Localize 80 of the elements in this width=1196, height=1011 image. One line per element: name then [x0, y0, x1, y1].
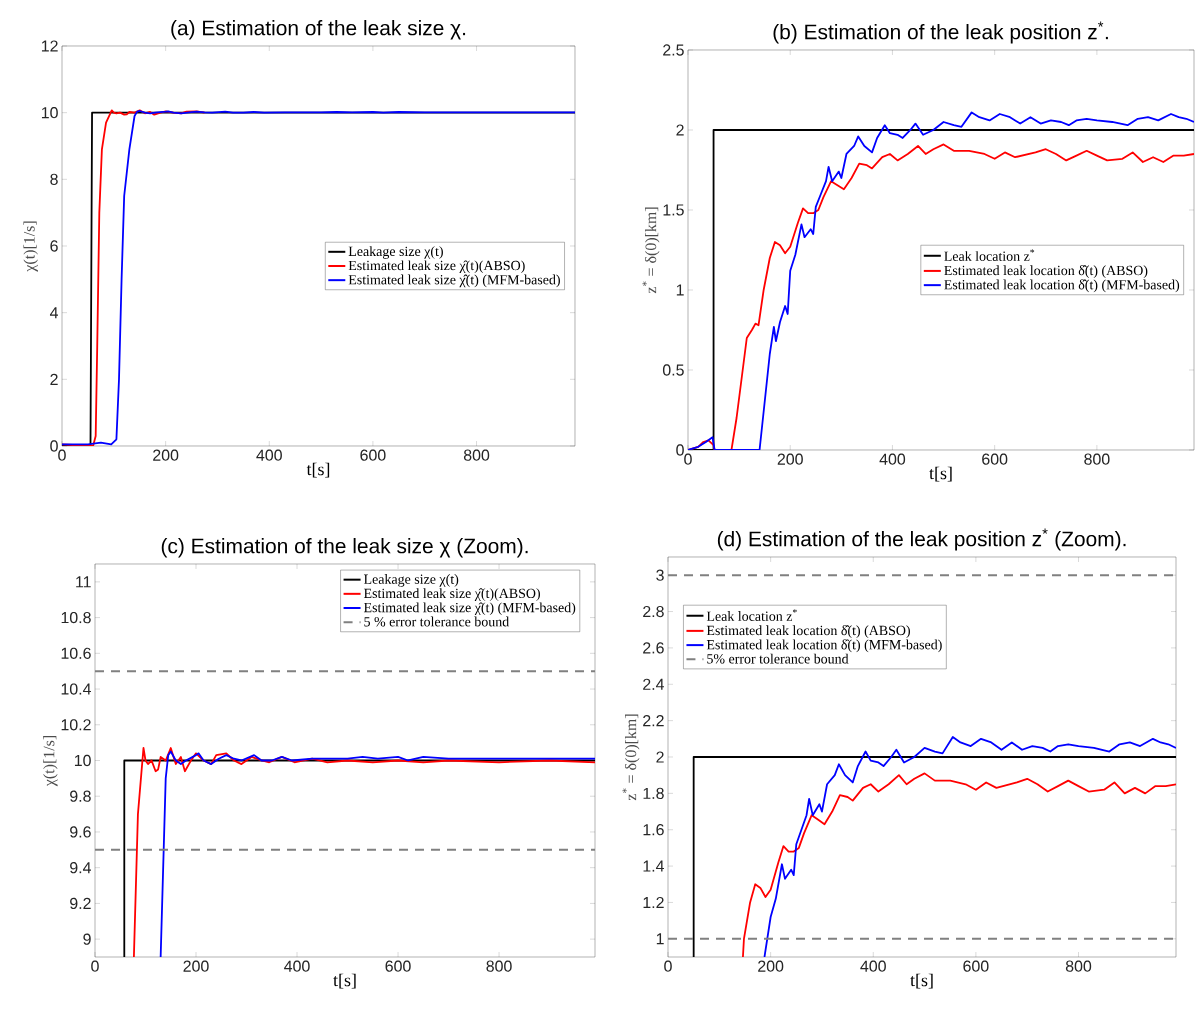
x-tick-label: 400 — [256, 449, 282, 461]
legend-label: Estimated leak location δ̂(t) (MFM-based) — [944, 279, 1180, 293]
y-tick-label: 1.2 — [643, 896, 664, 909]
y-tick-label: 8 — [50, 173, 58, 185]
y-tick-label: 1.4 — [643, 860, 665, 872]
x-tick-label: 400 — [284, 960, 310, 972]
y-tick-label: 2.5 — [663, 44, 684, 56]
x-tick-label: 0 — [684, 453, 692, 465]
x-axis-title: t[s] — [333, 973, 356, 989]
legend-label: Estimated leak size χ̂(t) (MFM-based) — [363, 602, 576, 616]
x-tick-label: 800 — [463, 449, 490, 461]
x-tick-label: 400 — [879, 453, 906, 465]
chart-title: (a) Estimation of the leak size χ. — [171, 20, 466, 40]
x-tick-label: 800 — [486, 960, 512, 972]
y-tick-label: 1.5 — [663, 204, 684, 216]
y-tick-label: 1.8 — [643, 787, 664, 800]
legend-label: Leakage size χ(t) — [363, 574, 459, 587]
legend-label: Leak location z$^{*}$ — [706, 609, 797, 621]
y-tick-label: 2 — [50, 373, 58, 385]
y-tick-label: 2.4 — [643, 678, 665, 690]
line-series — [742, 772, 1176, 957]
legend-label: Leak location z$^{*}$ — [944, 249, 1035, 261]
y-tick-label: 9.2 — [70, 897, 91, 910]
x-tick-label: 0 — [91, 960, 99, 972]
x-tick-label: 600 — [963, 960, 989, 972]
y-tick-label: 12 — [41, 40, 58, 52]
y-tick-label: 9 — [83, 933, 91, 945]
y-tick-label: 4 — [49, 307, 59, 319]
x-axis-title: t[s] — [929, 466, 952, 482]
legend-label: Estimated leak location δ̂(t) (ABSO) — [944, 265, 1148, 279]
y-axis-title: z$^{*}$ = δ(0)[km] — [642, 207, 660, 294]
chart-title: (b) Estimation of the leak position z$^{*}$. — [773, 21, 1108, 44]
x-axis-title: t[s] — [306, 462, 330, 478]
y-tick-label: 2.6 — [643, 642, 664, 654]
legend-label: Estimated leak size χ̂(t) (MFM-based) — [348, 274, 560, 288]
y-tick-label: 11 — [76, 576, 91, 588]
x-tick-label: 200 — [183, 960, 209, 972]
y-tick-label: 9.8 — [70, 790, 91, 802]
x-tick-label: 200 — [153, 449, 179, 461]
x-tick-label: 600 — [385, 960, 411, 972]
y-tick-label: 10.8 — [61, 611, 91, 624]
x-axis-title: t[s] — [910, 973, 933, 989]
x-tick-label: 600 — [982, 453, 1008, 465]
y-tick-label: 2.2 — [643, 715, 664, 727]
legend-label: Leakage size χ(t) — [348, 246, 443, 259]
y-tick-label: 10.6 — [61, 647, 91, 659]
legend-label: Estimated leak location δ̂(t) (MFM-based) — [706, 639, 942, 653]
chart-title: (c) Estimation of the leak size χ (Zoom). — [161, 538, 528, 558]
legend-label: 5% error tolerance bound — [707, 653, 849, 664]
x-tick-label: 600 — [360, 449, 386, 461]
y-tick-label: 6 — [50, 240, 58, 252]
legend-label: Estimated leak size χ̂(t)(ABSO) — [348, 260, 525, 274]
y-tick-label: 3 — [656, 569, 664, 581]
y-tick-label: 1.6 — [643, 824, 664, 836]
chart-title: (d) Estimation of the leak position z$^{*}$ (Zoom). — [717, 528, 1126, 551]
y-tick-label: 9.6 — [70, 826, 91, 838]
y-axis-title: χ(t)[1/s] — [23, 221, 38, 272]
x-tick-label: 800 — [1084, 453, 1110, 465]
y-tick-label: 10.2 — [61, 719, 91, 731]
y-tick-label: 0 — [50, 440, 58, 452]
line-series — [763, 736, 1176, 957]
x-tick-label: 200 — [777, 453, 803, 465]
x-tick-label: 800 — [1065, 960, 1092, 972]
y-tick-label: 9.4 — [70, 862, 92, 874]
legend-label: Estimated leak location δ̂(t) (ABSO) — [706, 625, 910, 638]
y-tick-label: 10 — [74, 754, 91, 767]
y-tick-label: 10 — [41, 107, 58, 119]
x-tick-label: 400 — [860, 960, 886, 972]
legend-label: Estimated leak size χ̂(t)(ABSO) — [363, 588, 540, 601]
y-tick-label: 10.4 — [61, 683, 91, 695]
y-tick-label: 1 — [656, 933, 664, 945]
y-tick-label: 0.5 — [662, 364, 684, 376]
y-tick-label: 2.8 — [643, 605, 664, 618]
legend-label: 5 % error tolerance bound — [364, 616, 510, 627]
y-tick-label: 2 — [656, 751, 664, 763]
y-axis-title: χ(t)[1/s] — [43, 736, 58, 787]
y-tick-label: 1 — [676, 284, 684, 296]
x-tick-label: 200 — [758, 960, 784, 972]
y-axis-title: z$^{*}$ = δ(0)[km] — [622, 714, 640, 801]
y-tick-label: 2 — [676, 124, 684, 136]
